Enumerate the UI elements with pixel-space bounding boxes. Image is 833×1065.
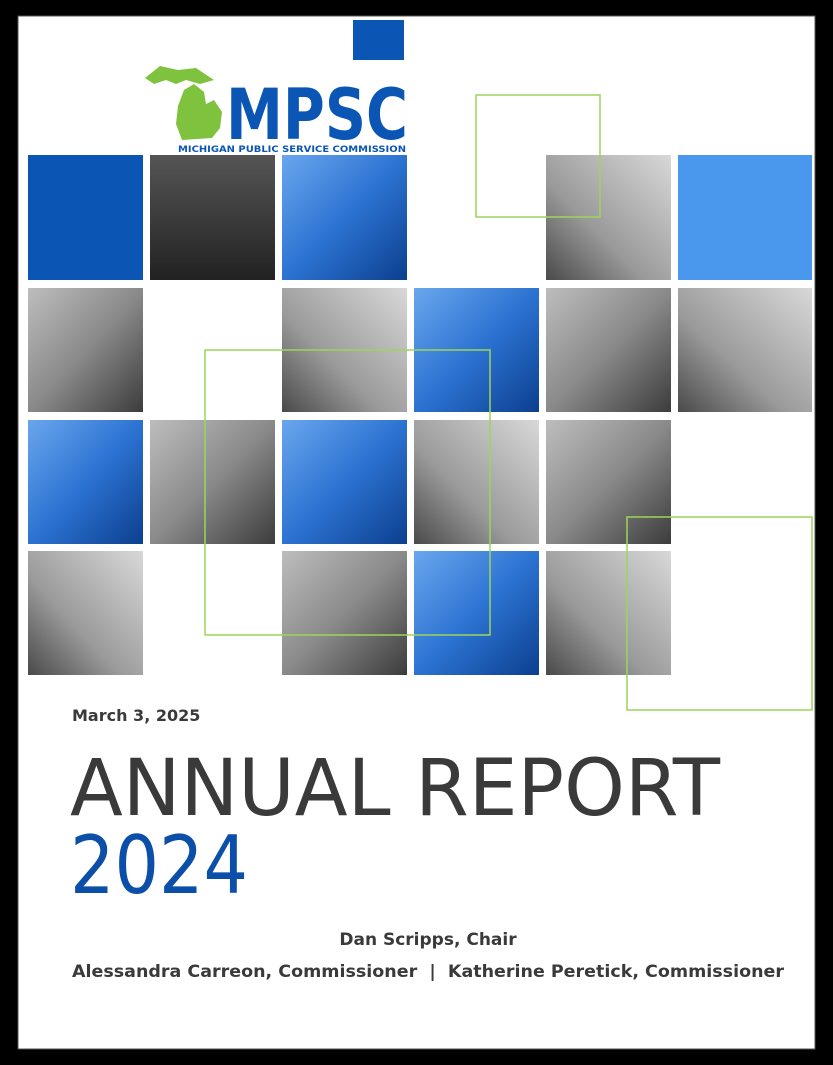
tile <box>546 420 671 544</box>
report-date: March 3, 2025 <box>72 706 200 725</box>
tile <box>678 288 812 412</box>
tile <box>28 155 143 280</box>
tile <box>678 155 812 280</box>
tile <box>282 420 407 544</box>
tile <box>546 551 671 675</box>
page: MPSC MICHIGAN PUBLIC SERVICE COMMISSION … <box>0 0 833 1065</box>
logo-name: MICHIGAN PUBLIC SERVICE COMMISSION <box>178 145 406 155</box>
tile <box>28 420 143 544</box>
tile <box>150 155 275 280</box>
tile <box>282 155 407 280</box>
tile <box>546 288 671 412</box>
chair-name: Dan Scripps, Chair <box>339 930 517 950</box>
tile <box>150 420 275 544</box>
tile <box>282 551 407 675</box>
report-year: 2024 <box>70 819 248 912</box>
tile <box>28 288 143 412</box>
tile <box>28 551 143 675</box>
cover: MPSC MICHIGAN PUBLIC SERVICE COMMISSION … <box>0 0 833 1065</box>
logo-acronym: MPSC <box>226 74 408 156</box>
commissioner-names: Alessandra Carreon, Commissioner | Kathe… <box>72 962 785 982</box>
accent-square <box>353 20 404 60</box>
tile <box>414 420 539 544</box>
tile <box>414 551 539 675</box>
